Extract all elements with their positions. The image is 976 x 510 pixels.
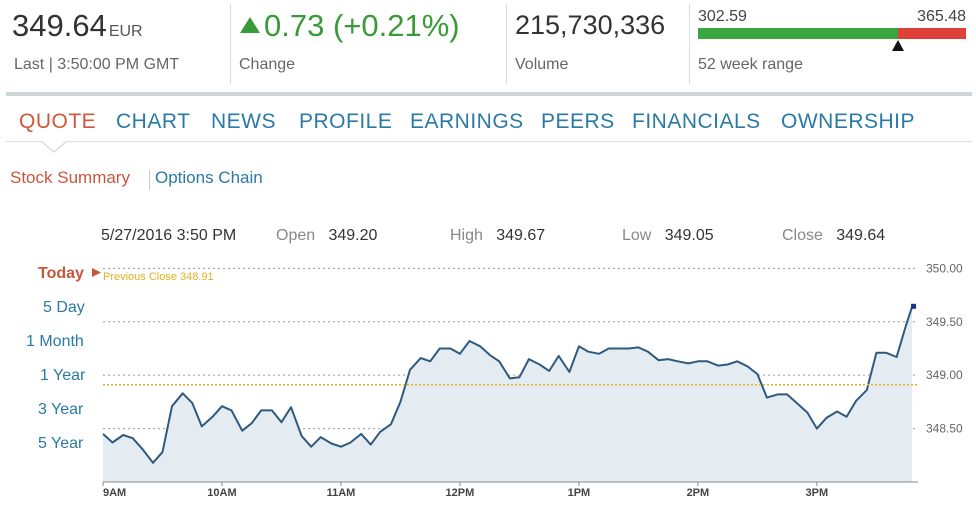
open-value: 349.20 (328, 227, 378, 244)
tab-quote[interactable]: QUOTE (19, 110, 97, 133)
range-high: 365.48 (917, 8, 966, 25)
currency-label: EUR (108, 23, 143, 40)
low-value: 349.05 (664, 227, 714, 244)
low-label: Low (622, 227, 652, 244)
close-stat: Close 349.64 (782, 227, 885, 245)
y-axis: 350.00 349.50 349.00 348.50 (926, 261, 963, 435)
tab-financials[interactable]: FINANCIALS (632, 110, 761, 133)
header-rule (6, 92, 972, 96)
open-stat: Open 349.20 (276, 227, 377, 245)
subnav-stock-summary[interactable]: Stock Summary (10, 168, 130, 187)
low-stat: Low 349.05 (622, 227, 714, 245)
close-label: Close (782, 227, 823, 244)
close-value: 349.64 (836, 227, 886, 244)
change-label: Change (239, 56, 296, 73)
tab-peers[interactable]: PEERS (541, 110, 615, 133)
chart-area (102, 303, 917, 482)
range-label: 52 week range (698, 56, 803, 73)
chart-datetime: 5/27/2016 3:50 PM (101, 227, 237, 244)
range-3-year[interactable]: 3 Year (38, 401, 84, 418)
previous-close-marker: Previous Close 348.91 (92, 268, 918, 386)
price-change: 0.73 (+0.21%) (240, 8, 460, 44)
last-time: Last | 3:50:00 PM GMT (14, 56, 180, 73)
price-area-fill (103, 306, 913, 482)
range-bar (698, 28, 966, 39)
active-tab-caret-icon (40, 140, 68, 153)
price-series-line (102, 306, 914, 464)
x-tick-label: 3PM (806, 487, 829, 499)
range-marker-icon (892, 40, 904, 51)
range-today[interactable]: Today (38, 265, 84, 282)
tab-profile[interactable]: PROFILE (299, 110, 393, 133)
main-tabs: QUOTE CHART NEWS PROFILE EARNINGS PEERS … (0, 108, 976, 142)
volume-label: Volume (515, 56, 569, 73)
tab-earnings[interactable]: EARNINGS (410, 110, 524, 133)
previous-close-label: Previous Close 348.91 (103, 271, 214, 283)
high-stat: High 349.67 (450, 227, 545, 245)
tabs-underline (6, 141, 972, 142)
subnav-options-chain[interactable]: Options Chain (155, 168, 263, 187)
x-tick-label: 12PM (446, 487, 475, 499)
y-tick-label: 350.00 (926, 261, 963, 275)
range-1-month[interactable]: 1 Month (26, 333, 84, 350)
x-tick-label: 1PM (568, 487, 591, 499)
x-tick-label: 2PM (687, 487, 710, 499)
last-price-point (911, 303, 917, 309)
range-5-year[interactable]: 5 Year (38, 435, 84, 452)
last-price: 349.64 EUR (12, 8, 143, 43)
y-tick-label: 349.50 (926, 315, 963, 329)
tab-chart[interactable]: CHART (116, 110, 191, 133)
range-1-year[interactable]: 1 Year (40, 367, 86, 384)
subnav-divider (149, 170, 150, 190)
range-5-day[interactable]: 5 Day (43, 299, 85, 316)
x-tick-label: 9AM (103, 487, 126, 499)
range-bar-low-segment (698, 28, 898, 39)
x-axis: 9AM 10AM 11AM 12PM 1PM 2PM 3PM (102, 481, 918, 499)
range-low: 302.59 (698, 8, 747, 25)
y-tick-label: 348.50 (926, 422, 963, 436)
divider (689, 4, 690, 84)
previous-close-arrow-icon (92, 268, 101, 277)
tab-ownership[interactable]: OWNERSHIP (781, 110, 916, 133)
open-label: Open (276, 227, 316, 244)
tab-news[interactable]: NEWS (211, 110, 276, 133)
high-value: 349.67 (496, 227, 546, 244)
quote-header: 349.64 EUR Last | 3:50:00 PM GMT 0.73 (+0… (0, 0, 976, 92)
range-bar-high-segment (898, 28, 966, 39)
up-arrow-icon (240, 17, 260, 33)
x-tick-label: 10AM (207, 487, 236, 499)
divider (230, 4, 231, 84)
y-tick-label: 349.00 (926, 368, 963, 382)
volume-value: 215,730,336 (515, 10, 666, 40)
high-label: High (450, 227, 483, 244)
divider (506, 4, 507, 84)
x-tick-label: 11AM (327, 487, 356, 499)
